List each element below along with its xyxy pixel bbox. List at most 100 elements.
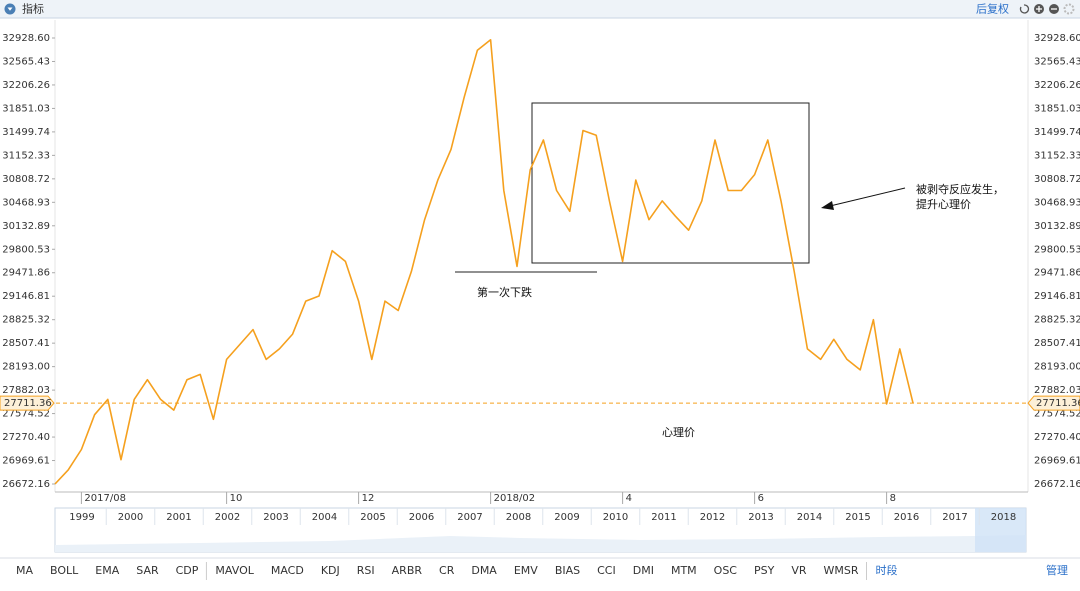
navigator-year: 2018 xyxy=(991,512,1016,523)
navigator-window[interactable] xyxy=(975,508,1026,552)
indicator-tab[interactable]: VR xyxy=(791,564,807,577)
y-tick-label-right: 28193.00 xyxy=(1034,362,1080,373)
indicator-tab[interactable]: CDP xyxy=(176,564,199,577)
indicator-tab[interactable]: DMA xyxy=(471,564,497,577)
indicator-tab[interactable]: BOLL xyxy=(50,564,79,577)
indicator-tab[interactable]: CCI xyxy=(597,564,616,577)
x-tick-label: 6 xyxy=(758,493,764,504)
y-tick-label-right: 26969.61 xyxy=(1034,456,1080,467)
x-tick-label: 4 xyxy=(626,493,632,504)
indicator-tab[interactable]: ARBR xyxy=(392,564,423,577)
y-tick-label-right: 27270.40 xyxy=(1034,432,1080,443)
y-tick-label: 28507.41 xyxy=(2,338,50,349)
indicator-tab[interactable]: OSC xyxy=(714,564,738,577)
y-tick-label-right: 31152.33 xyxy=(1034,150,1080,161)
indicator-tab[interactable]: RSI xyxy=(357,564,375,577)
indicator-tab[interactable]: DMI xyxy=(633,564,654,577)
navigator-year: 2013 xyxy=(748,512,773,523)
indicator-tab[interactable]: SAR xyxy=(136,564,159,577)
y-tick-label-right: 29800.53 xyxy=(1034,244,1080,255)
y-tick-label-right: 26672.16 xyxy=(1034,479,1080,490)
navigator-year: 2001 xyxy=(166,512,191,523)
y-tick-label: 28193.00 xyxy=(2,362,50,373)
y-tick-label: 29146.81 xyxy=(2,291,50,302)
indicator-tab[interactable]: CR xyxy=(439,564,455,577)
x-tick-label: 8 xyxy=(890,493,896,504)
y-tick-label: 27882.03 xyxy=(2,385,50,396)
navigator-year: 2003 xyxy=(263,512,288,523)
navigator-year: 1999 xyxy=(69,512,94,523)
y-tick-label: 27574.52 xyxy=(2,409,50,420)
y-tick-label: 32928.60 xyxy=(2,33,50,44)
manage-link[interactable]: 管理 xyxy=(1046,563,1068,577)
indicator-tab[interactable]: 时段 xyxy=(876,563,898,577)
x-tick-label: 12 xyxy=(362,493,375,504)
indicator-tab[interactable]: EMA xyxy=(95,564,119,577)
indicator-tab[interactable]: MTM xyxy=(671,564,697,577)
y-tick-label-right: 27574.52 xyxy=(1034,409,1080,420)
annotation: 提升心理价 xyxy=(916,198,971,211)
indicator-tab[interactable]: MA xyxy=(16,564,33,577)
last-price-label-right: 27711.36 xyxy=(1036,398,1080,409)
y-tick-label-right: 28507.41 xyxy=(1034,338,1080,349)
indicator-tab[interactable]: BIAS xyxy=(555,564,580,577)
menu-arrow xyxy=(7,7,13,11)
y-tick-label-right: 30132.89 xyxy=(1034,221,1080,232)
indicator-tab[interactable]: MAVOL xyxy=(215,564,254,577)
navigator-year: 2000 xyxy=(118,512,143,523)
y-tick-label: 32565.43 xyxy=(2,56,50,67)
navigator-year: 2015 xyxy=(845,512,870,523)
y-tick-label: 29800.53 xyxy=(2,244,50,255)
indicator-tab[interactable]: PSY xyxy=(754,564,775,577)
x-tick-label: 2018/02 xyxy=(494,493,536,504)
y-tick-label-right: 31499.74 xyxy=(1034,127,1080,138)
y-tick-label: 29471.86 xyxy=(2,268,50,279)
navigator-year: 2012 xyxy=(700,512,725,523)
plus xyxy=(1036,6,1042,12)
navigator-year: 2011 xyxy=(651,512,676,523)
navigator-year: 2009 xyxy=(554,512,579,523)
y-tick-label-right: 32565.43 xyxy=(1034,56,1080,67)
annotation-arrow xyxy=(829,187,906,207)
y-tick-label: 30808.72 xyxy=(2,174,50,185)
settings-icon[interactable] xyxy=(1063,3,1075,15)
y-tick-label-right: 27882.03 xyxy=(1034,385,1080,396)
y-tick-label: 31499.74 xyxy=(2,127,50,138)
y-tick-label-right: 30468.93 xyxy=(1034,197,1080,208)
arrowhead xyxy=(821,201,834,210)
annotation-box xyxy=(531,102,810,264)
navigator-year: 2002 xyxy=(215,512,240,523)
y-tick-label: 30132.89 xyxy=(2,221,50,232)
y-tick-label: 27270.40 xyxy=(2,432,50,443)
indicator-tabs: MA BOLL EMA SAR CDP MAVOL MACD KDJ RSI ARBR CR DMA E… xyxy=(16,562,1068,580)
adjust-link[interactable]: 后复权 xyxy=(976,2,1009,16)
toolbar xyxy=(0,0,1080,18)
y-tick-label: 32206.26 xyxy=(2,80,50,91)
indicator-tab[interactable]: MACD xyxy=(271,564,304,577)
y-tick-label: 31851.03 xyxy=(2,103,50,114)
navigator-year: 2016 xyxy=(894,512,919,523)
indicator-tab[interactable]: EMV xyxy=(514,564,538,577)
y-tick-label-right: 29471.86 xyxy=(1034,268,1080,279)
y-tick-label-right: 32928.60 xyxy=(1034,33,1080,44)
x-tick-label: 2017/08 xyxy=(84,493,126,504)
navigator-year: 2010 xyxy=(603,512,628,523)
y-tick-label-right: 31851.03 xyxy=(1034,103,1080,114)
indicator-tab[interactable]: KDJ xyxy=(321,564,340,577)
last-price-label: 27711.36 xyxy=(4,398,52,409)
price-tag xyxy=(1027,395,1080,411)
navigator-year: 2007 xyxy=(457,512,482,523)
navigator-year: 2008 xyxy=(506,512,531,523)
undo-icon[interactable] xyxy=(1019,4,1030,14)
y-tick-label-right: 30808.72 xyxy=(1034,174,1080,185)
indicator-tab[interactable]: WMSR xyxy=(824,564,859,577)
navigator-year: 2006 xyxy=(409,512,434,523)
navigator-year: 2005 xyxy=(360,512,385,523)
y-tick-label-right: 28825.32 xyxy=(1034,315,1080,326)
annotation: 第一次下跌 xyxy=(477,285,532,299)
y-tick-label-right: 32206.26 xyxy=(1034,80,1080,91)
navigator-year: 2004 xyxy=(312,512,337,523)
annotation: 被剥夺反应发生， xyxy=(916,182,1004,196)
navigator-year: 2017 xyxy=(942,512,967,523)
